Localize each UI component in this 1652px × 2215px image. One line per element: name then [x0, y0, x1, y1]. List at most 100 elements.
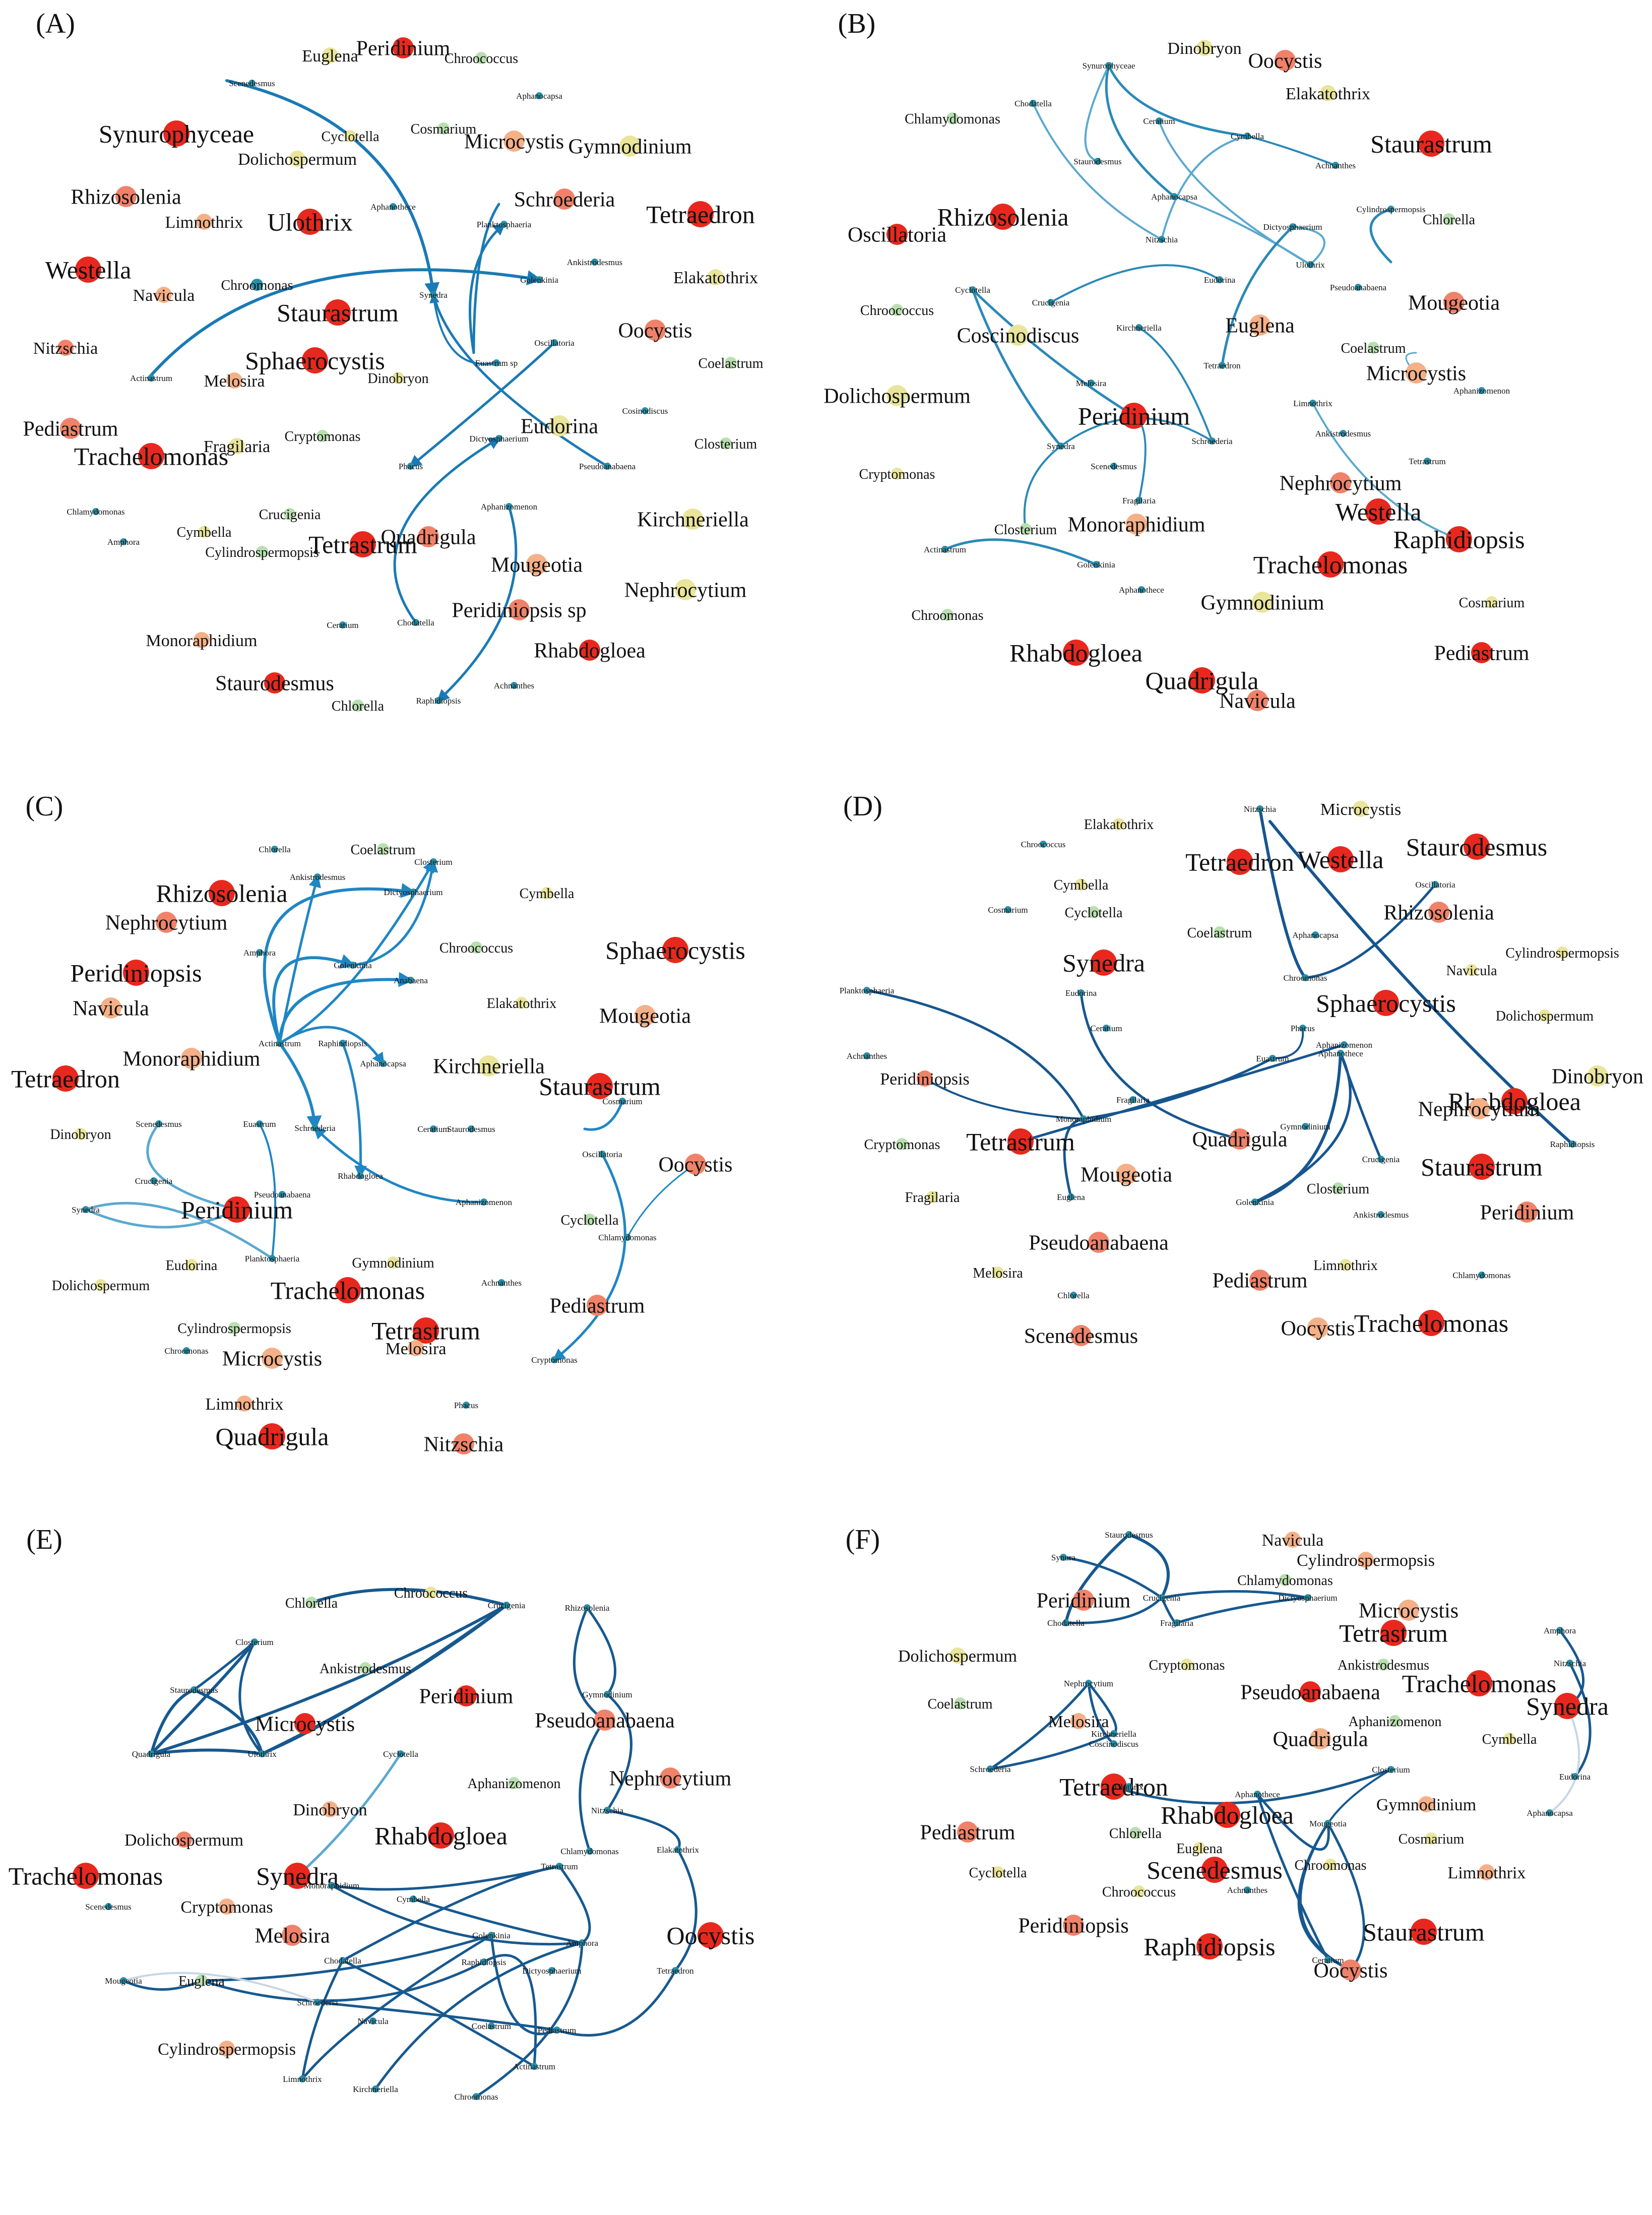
- node-label: Staurodesmus: [447, 1124, 495, 1134]
- node-label: Quadrigula: [381, 526, 476, 549]
- node-marker: [408, 1340, 424, 1356]
- panel-3-nodes: Nitzschia Microcystis Elakatothrix Chroococ…: [840, 800, 1643, 1348]
- node-marker: [1088, 379, 1095, 387]
- network-edge: [296, 1752, 402, 1877]
- node-label: Cryptomonas: [180, 1898, 273, 1917]
- node-label: Chroomonas: [221, 278, 293, 293]
- node-marker: [1121, 403, 1147, 429]
- node-label: Scenedesmus: [136, 1119, 182, 1129]
- node-label: Nephrocytium: [105, 912, 228, 935]
- node-label: Chlamydomonas: [1452, 1271, 1510, 1280]
- node-label: Pseudoanabaena: [1330, 283, 1387, 292]
- network-edge: [1023, 445, 1062, 530]
- node-marker: [1125, 1783, 1132, 1790]
- node-label: Raphidiopsis: [1393, 526, 1524, 554]
- node-marker: [120, 538, 127, 545]
- node-marker: [604, 463, 611, 470]
- node-marker: [352, 700, 364, 712]
- node-label: Euastrum sp: [475, 358, 518, 368]
- node-marker: [1088, 1232, 1109, 1253]
- node-label: Aphanocapsa: [1527, 1808, 1573, 1818]
- node-marker: [60, 418, 81, 439]
- node-marker: [236, 1396, 252, 1412]
- network-edge: [1221, 225, 1294, 367]
- network-edge: [122, 1979, 203, 1991]
- network-edge: [583, 1100, 624, 1131]
- node-marker: [536, 276, 543, 283]
- node-label: Staurodesmus: [1406, 833, 1548, 861]
- node-label: Ceratium: [1090, 1024, 1122, 1033]
- node-label: Staurastrum: [1421, 1153, 1543, 1181]
- node-label: Coelastrum: [698, 356, 763, 371]
- node-label: Monoraphidium: [304, 1881, 360, 1890]
- network-edge: [84, 1201, 274, 1260]
- node-marker: [1247, 690, 1268, 711]
- node-marker: [1377, 1211, 1384, 1218]
- node-label: Elakatothrix: [673, 269, 758, 287]
- node-marker: [1309, 400, 1316, 407]
- node-label: Cryptomonas: [859, 467, 935, 482]
- node-label: Chroococcus: [860, 303, 934, 319]
- node-label: Nitzschia: [33, 339, 98, 358]
- node-label: Rhizosolenia: [937, 203, 1068, 231]
- node-label: Ankistrodesmus: [1353, 1210, 1409, 1220]
- node-label: Actinastrum: [130, 373, 172, 383]
- node-label: Chlamydomonas: [905, 111, 1000, 127]
- node-marker: [95, 1279, 107, 1291]
- node-marker: [1466, 964, 1478, 976]
- node-marker: [1214, 926, 1226, 938]
- network-edge: [1160, 1590, 1309, 1599]
- node-label: Dinobryon: [367, 371, 428, 387]
- node-label: Aphanothece: [370, 202, 416, 212]
- node-label: Limnothrix: [1313, 1258, 1378, 1274]
- network-edge: [146, 1122, 238, 1211]
- node-marker: [410, 889, 417, 896]
- node-label: Coelastrum: [1341, 341, 1406, 356]
- node-marker: [1244, 1886, 1251, 1893]
- node-marker: [1007, 1128, 1034, 1155]
- node-marker: [314, 1999, 321, 2006]
- node-marker: [1377, 1659, 1389, 1671]
- node-label: Limnothrix: [1448, 1864, 1526, 1882]
- node-label: Westella: [1336, 498, 1422, 526]
- node-marker: [256, 1120, 263, 1127]
- node-label: Chlamydomonas: [598, 1233, 656, 1242]
- node-marker: [1554, 1693, 1580, 1719]
- node-label: Eudorina: [1204, 275, 1236, 285]
- node-marker: [1466, 1670, 1492, 1696]
- node-marker: [886, 224, 908, 245]
- node-label: Cymbella: [1054, 877, 1109, 893]
- node-marker: [190, 1686, 198, 1693]
- node-marker: [470, 941, 482, 954]
- node-label: Synedra: [419, 290, 448, 300]
- node-marker: [1312, 931, 1319, 938]
- node-marker: [284, 1863, 310, 1889]
- network-edge: [606, 1809, 681, 1851]
- node-label: Gymnodinium: [582, 1690, 632, 1699]
- node-marker: [269, 1255, 276, 1262]
- node-label: Staurastrum: [277, 299, 399, 327]
- node-label: Rhizosolenia: [71, 186, 181, 209]
- network-edge: [1019, 1043, 1346, 1143]
- node-marker: [1387, 206, 1394, 213]
- node-marker: [531, 2063, 538, 2070]
- node-label: Coelastrum: [1187, 925, 1252, 941]
- node-marker: [393, 37, 414, 58]
- node-label: Dictyosphaerium: [1263, 222, 1322, 232]
- network-edge: [278, 1026, 385, 1066]
- node-label: Aphanizomenon: [1453, 386, 1510, 396]
- node-marker: [1340, 1259, 1352, 1271]
- node-marker: [1478, 387, 1485, 394]
- node-label: Staurodesmus: [170, 1685, 218, 1695]
- node-label: Achnanthes: [1227, 1885, 1267, 1895]
- node-marker: [946, 112, 959, 124]
- node-label: Kirchneriella: [433, 1055, 545, 1079]
- node-marker: [1446, 526, 1472, 552]
- node-label: Synedra: [1047, 441, 1075, 451]
- node-label: Chroomonas: [1294, 1858, 1366, 1873]
- node-label: Synura: [1051, 1553, 1076, 1562]
- node-label: Aphanocapsa: [360, 1059, 406, 1068]
- node-label: Cosmarium: [988, 905, 1028, 915]
- node-label: Oocystis: [1248, 50, 1322, 73]
- network-edge: [1064, 1533, 1130, 1624]
